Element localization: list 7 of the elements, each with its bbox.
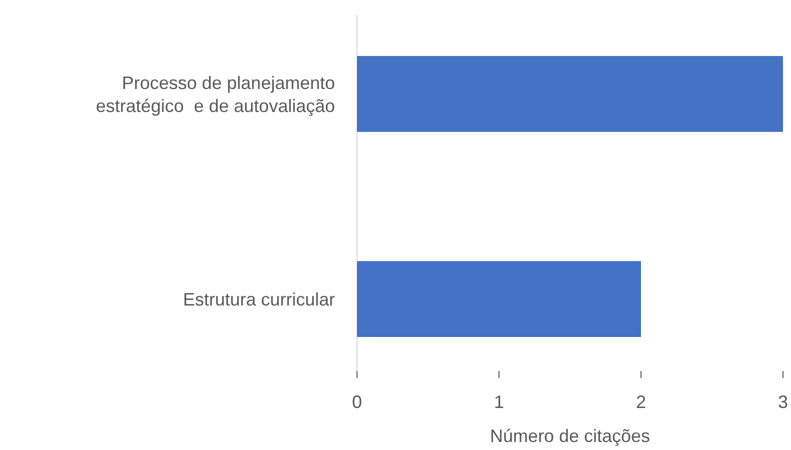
x-tick-label: 2 [636,392,646,412]
x-tick-label: 3 [778,392,788,412]
x-tick-label: 1 [494,392,504,412]
x-tick-label: 0 [352,392,362,412]
x-axis-title: Número de citações [490,426,650,446]
y-tick-label: Processo de planejamento estratégico e de autovaliação [96,72,335,116]
y-tick-label: Estrutura curricular [182,289,335,310]
